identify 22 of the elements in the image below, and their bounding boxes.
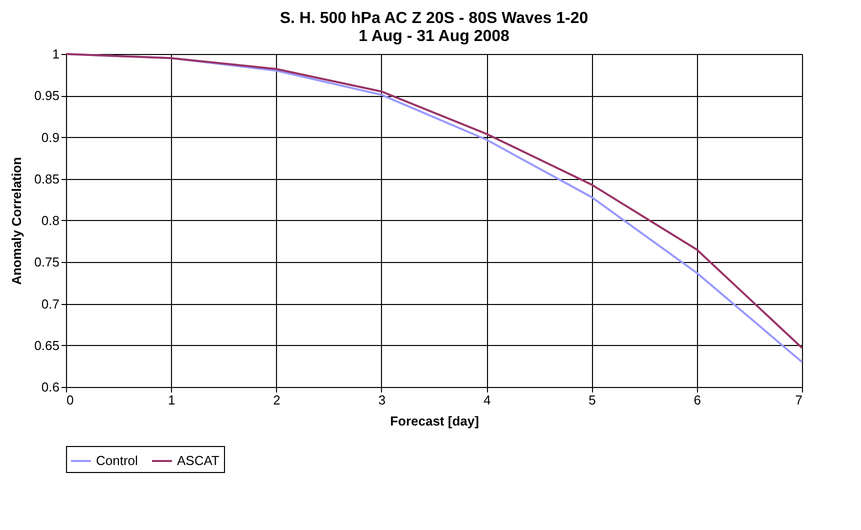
x-tick-label: 5 [588, 392, 596, 408]
y-tick-label: 0.75 [34, 254, 60, 270]
legend-label: ASCAT [177, 453, 220, 468]
y-tick-label: 0.6 [41, 380, 60, 394]
y-tick-label: 1 [52, 46, 60, 62]
x-tick-label: 0 [66, 392, 74, 408]
x-axis-title: Forecast [day] [390, 414, 479, 428]
x-tick-label: 7 [795, 392, 802, 408]
y-tick-label: 0.65 [34, 338, 60, 353]
x-tick-label: 2 [273, 392, 280, 408]
x-tick-label: 1 [168, 392, 176, 408]
x-tick-label: 4 [483, 392, 491, 408]
legend-label: Control [96, 453, 138, 468]
y-tick-label: 0.85 [34, 171, 60, 186]
y-tick-label: 0.7 [41, 296, 60, 312]
y-tick-label: 0.9 [41, 130, 60, 145]
y-axis-title: Anomaly Correlation [9, 157, 24, 285]
x-tick-label: 3 [378, 392, 386, 408]
x-tick-label: 6 [694, 392, 701, 408]
chart-title: S. H. 500 hPa AC Z 20S - 80S Waves 1-20 1 Aug - 31 Aug 2008 [280, 10, 588, 45]
y-tick-label: 0.95 [34, 88, 60, 104]
y-tick-label: 0.8 [41, 213, 60, 228]
